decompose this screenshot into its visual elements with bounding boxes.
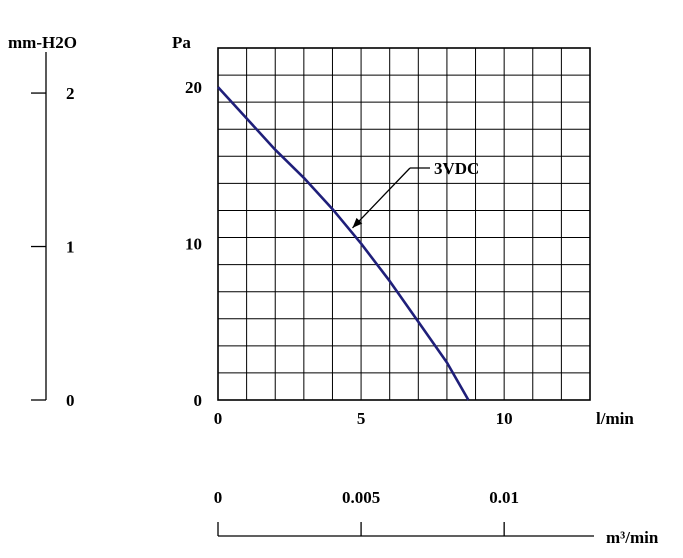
series-group bbox=[217, 86, 470, 401]
secondary-y-axis: mm-H2O 0 1 2 bbox=[8, 33, 77, 410]
x-tick-label: 0 bbox=[214, 409, 223, 428]
secondary-x-tick-label: 0.01 bbox=[489, 488, 519, 507]
x-tick-label: 5 bbox=[357, 409, 366, 428]
secondary-y-tick-label: 0 bbox=[66, 391, 75, 410]
series-line-3vdc bbox=[217, 86, 470, 401]
grid bbox=[218, 48, 590, 400]
annotation-arrow-line bbox=[352, 167, 411, 229]
secondary-x-tick-label: 0 bbox=[214, 488, 223, 507]
y-tick-labels: 0 10 20 bbox=[185, 78, 202, 410]
secondary-x-tick-label: 0.005 bbox=[342, 488, 380, 507]
plot-frame bbox=[217, 47, 591, 401]
y-tick-label: 20 bbox=[185, 78, 202, 97]
x-tick-label: 10 bbox=[496, 409, 513, 428]
annotation-label: 3VDC bbox=[434, 159, 479, 178]
annotation-3vdc: 3VDC bbox=[352, 159, 479, 229]
y-tick-label: 10 bbox=[185, 235, 202, 254]
secondary-y-tick-label: 2 bbox=[66, 84, 75, 103]
y-axis-label: Pa bbox=[172, 33, 191, 52]
secondary-y-axis-label: mm-H2O bbox=[8, 33, 77, 52]
plot-border bbox=[217, 47, 591, 401]
x-axis-label: l/min bbox=[596, 409, 634, 428]
y-tick-label: 0 bbox=[194, 391, 203, 410]
annotation-arrowhead bbox=[352, 217, 363, 228]
secondary-x-axis-label: m³/min bbox=[606, 528, 659, 547]
x-tick-labels: 0 5 10 bbox=[214, 409, 513, 428]
secondary-x-axis: m³/min 0 0.005 0.01 bbox=[214, 488, 659, 547]
secondary-y-tick-label: 1 bbox=[66, 238, 75, 257]
